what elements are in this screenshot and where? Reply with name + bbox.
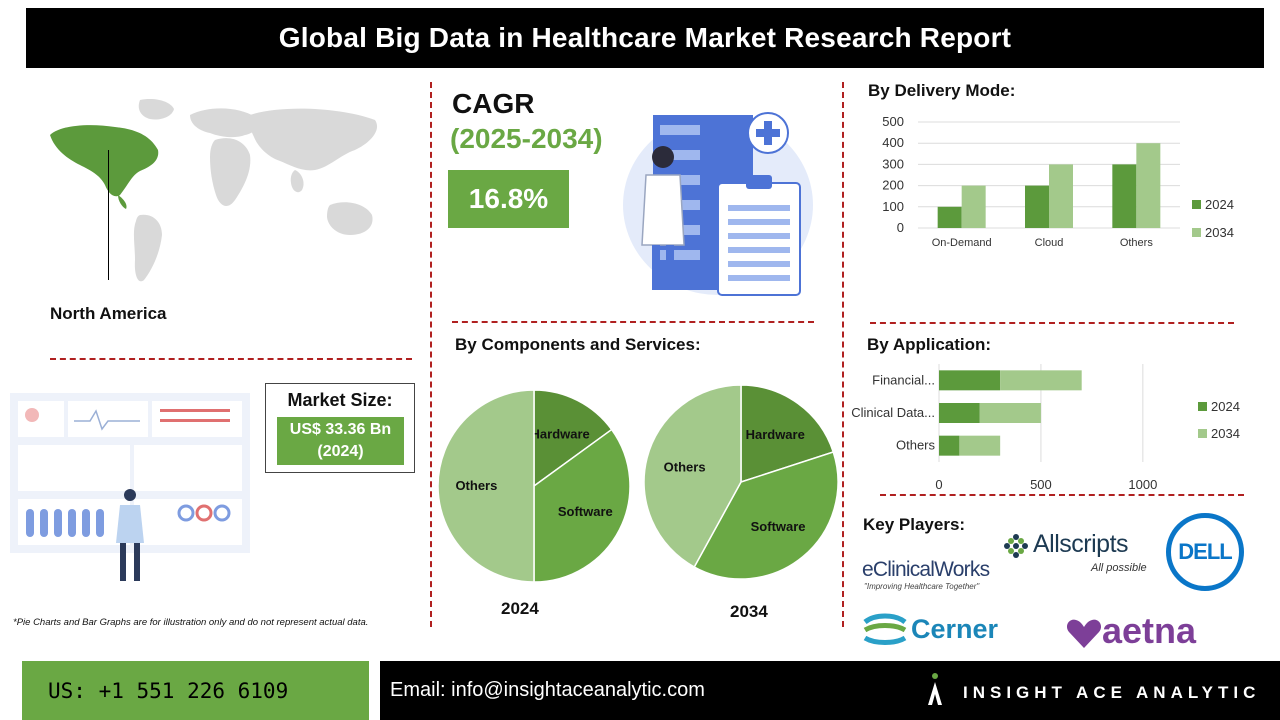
bar-2034 [961,185,986,228]
market-size-amount: US$ 33.36 Bn [289,421,392,438]
legend-label-2034: 2034 [1205,225,1234,240]
dashboard-illustration [10,393,250,581]
divider-cagr [452,321,814,323]
delivery-title: By Delivery Mode: [868,81,1016,100]
y-tick-label: Clinical Data... [851,405,935,420]
cagr-value: 16.8% [448,170,569,228]
footer-brand: INSIGHT ACE ANALYTIC [963,683,1261,702]
pie-year-2024: 2024 [501,599,539,618]
divider-left [430,82,432,627]
y-tick-label: 0 [897,220,904,235]
pie-slice-hardware [533,389,613,488]
divider-map [50,358,412,360]
legend-label-2024: 2024 [1211,399,1240,414]
bar-2024 [939,370,1001,391]
heart-icon [1066,619,1102,648]
pie-label-software: Software [558,504,613,519]
pie-chart-2024: Hardware Software Others [437,389,631,583]
allscripts-name: Allscripts [1033,530,1129,558]
x-tick-label: 500 [1030,477,1052,492]
y-tick-label: Financial... [872,372,935,387]
application-chart: 0 500 1000 Financial... Clinical Data... Othe… [851,364,1240,492]
divider-delivery [870,322,1234,324]
cerner-name: Cerner [911,614,999,644]
cagr-period: (2025-2034) [450,123,603,154]
aetna-name: aetna [1102,610,1197,651]
footer-bar: Email: info@insightaceanalytic.com INSIG… [380,661,1280,720]
region-label: North America [50,304,167,323]
x-tick-label: On-Demand [932,237,992,249]
y-tick-label: 200 [882,178,904,193]
bar-2024 [939,435,960,456]
market-size-value: US$ 33.36 Bn (2024) [277,417,404,465]
eclinicalworks-name: eClinicalWorks [862,558,990,581]
divider-application [880,494,1244,496]
market-size-title: Market Size: [287,390,393,410]
bar-2034 [1136,143,1161,228]
pie-label-hardware: Hardware [531,427,590,442]
bar-2034 [979,403,1041,423]
pie-chart-2034: Hardware Software Others [643,384,839,580]
pie-slice-hardware [740,384,835,484]
x-tick-label: Others [1120,237,1154,249]
bar-2024 [1025,185,1049,228]
pie-slice-others [437,389,535,583]
bar-2024 [1112,164,1137,228]
pie-label-software: Software [751,519,806,534]
allscripts-icon [1004,534,1028,558]
market-size-box: Market Size: US$ 33.36 Bn (2024) [265,383,415,473]
map-pointer-line [108,150,109,280]
delivery-mode-chart: 0 100 200 300 400 500 On-Demand Cloud Others 2024… [882,114,1234,249]
y-tick-label: Others [896,438,936,453]
cagr-label: CAGR [452,88,535,119]
x-tick-label: Cloud [1035,237,1064,249]
pie-label-others: Others [664,460,706,475]
pie-label-others: Others [455,478,497,493]
legend-swatch-2034 [1198,429,1207,438]
bar-2034 [1000,370,1082,391]
page-title: Global Big Data in Healthcare Market Res… [26,8,1264,68]
pie-slice-others [643,384,742,569]
footer-phone[interactable]: US: +1 551 226 6109 [22,661,369,720]
divider-right [842,82,844,627]
bar-2024 [937,206,962,228]
application-title: By Application: [867,335,992,354]
legend-swatch-2024 [1192,200,1201,209]
pie-label-hardware: Hardware [746,427,805,442]
footer-email[interactable]: Email: info@insightaceanalytic.com [390,679,705,701]
pie-slice-software [693,451,839,580]
eclinicalworks-tagline: "Improving Healthcare Together" [864,582,980,591]
legend-label-2024: 2024 [1205,197,1234,212]
bar-2034 [1049,164,1073,228]
dell-name: DELL [1178,539,1232,564]
legend-swatch-2034 [1192,228,1201,237]
y-tick-label: 400 [882,135,904,150]
pie-year-2034: 2034 [730,602,768,621]
y-tick-label: 500 [882,114,904,129]
bar-2024 [939,403,980,423]
world-map [50,99,378,282]
logo-eclinicalworks: eClinicalWorks "Improving Healthcare Tog… [862,558,990,591]
pie-slice-software [533,428,631,583]
logo-dell: DELL [1166,513,1244,591]
x-tick-label: 0 [935,477,942,492]
legend-label-2034: 2034 [1211,426,1240,441]
components-title: By Components and Services: [455,335,701,354]
market-size-year: (2024) [317,443,364,460]
key-players-title: Key Players: [863,515,966,534]
doctor-illustration [623,112,813,296]
allscripts-tagline: All possible [1091,562,1147,574]
y-tick-label: 100 [882,199,904,214]
x-tick-label: 1000 [1128,477,1157,492]
y-tick-label: 300 [882,156,904,171]
brand-logo-icon [928,673,942,705]
bar-2034 [959,435,1001,456]
disclaimer-note: *Pie Charts and Bar Graphs are for illus… [13,617,369,628]
cerner-icon [863,613,907,645]
legend-swatch-2024 [1198,402,1207,411]
